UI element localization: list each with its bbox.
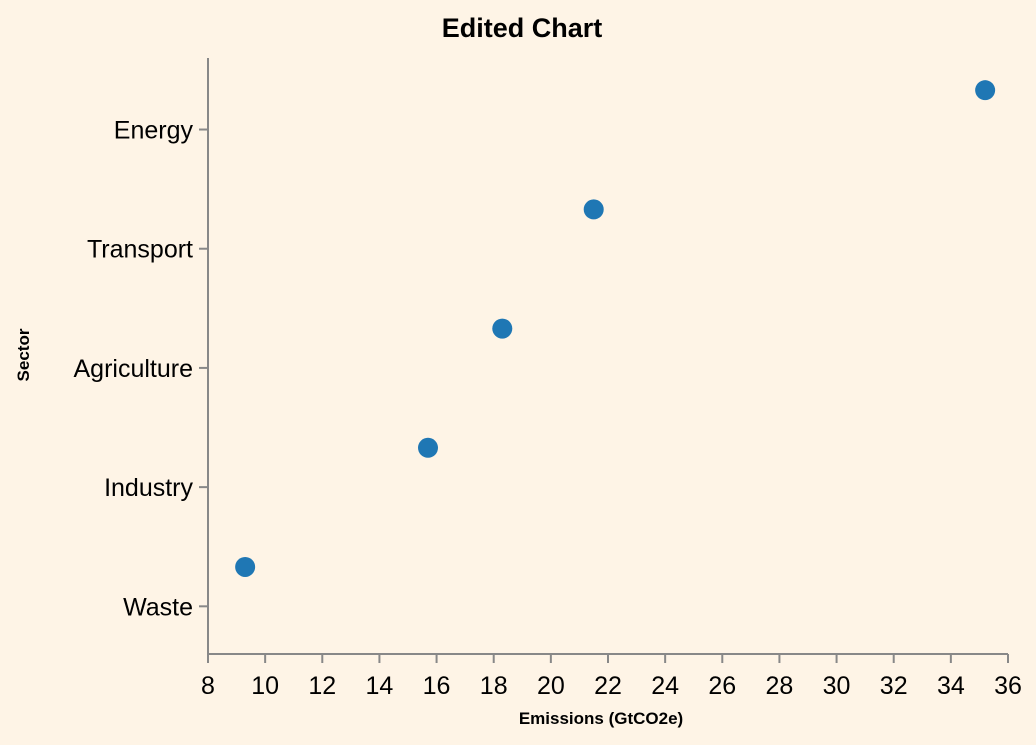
x-tick-label: 34 xyxy=(937,672,965,700)
x-tick-label: 26 xyxy=(708,672,736,700)
x-tick-label: 24 xyxy=(651,672,679,700)
y-axis-title: Sector xyxy=(14,328,33,381)
data-point xyxy=(235,556,256,577)
data-point xyxy=(418,437,438,458)
data-point xyxy=(492,318,513,339)
x-tick-label: 12 xyxy=(308,672,336,700)
y-tick-label: Energy xyxy=(114,117,194,145)
x-tick-label: 22 xyxy=(594,672,622,700)
y-tick-label: Agriculture xyxy=(74,355,194,383)
x-tick-label: 32 xyxy=(880,672,908,700)
data-point xyxy=(583,199,604,220)
y-tick-label: Industry xyxy=(104,474,193,502)
y-tick-label: Transport xyxy=(87,236,193,264)
chart-title: Edited Chart xyxy=(442,13,603,43)
x-tick-label: 8 xyxy=(201,672,215,700)
x-tick-label: 28 xyxy=(766,672,794,700)
x-tick-label: 14 xyxy=(366,672,394,700)
x-tick-label: 16 xyxy=(423,672,451,700)
x-tick-label: 36 xyxy=(994,672,1022,700)
x-tick-label: 30 xyxy=(823,672,851,700)
y-tick-label: Waste xyxy=(123,593,193,621)
x-axis: 8 10 12 14 16 18 20 22 24 26 28 30 32 34 36 xyxy=(201,653,1022,700)
x-axis-title: Emissions (GtCO2e) xyxy=(519,709,683,728)
x-tick-label: 18 xyxy=(480,672,508,700)
x-tick-label: 20 xyxy=(537,672,565,700)
data-points xyxy=(235,80,996,577)
y-axis: Energy Transport Agriculture Industry Waste xyxy=(74,58,209,654)
x-tick-label: 10 xyxy=(251,672,279,700)
data-point xyxy=(975,80,996,101)
